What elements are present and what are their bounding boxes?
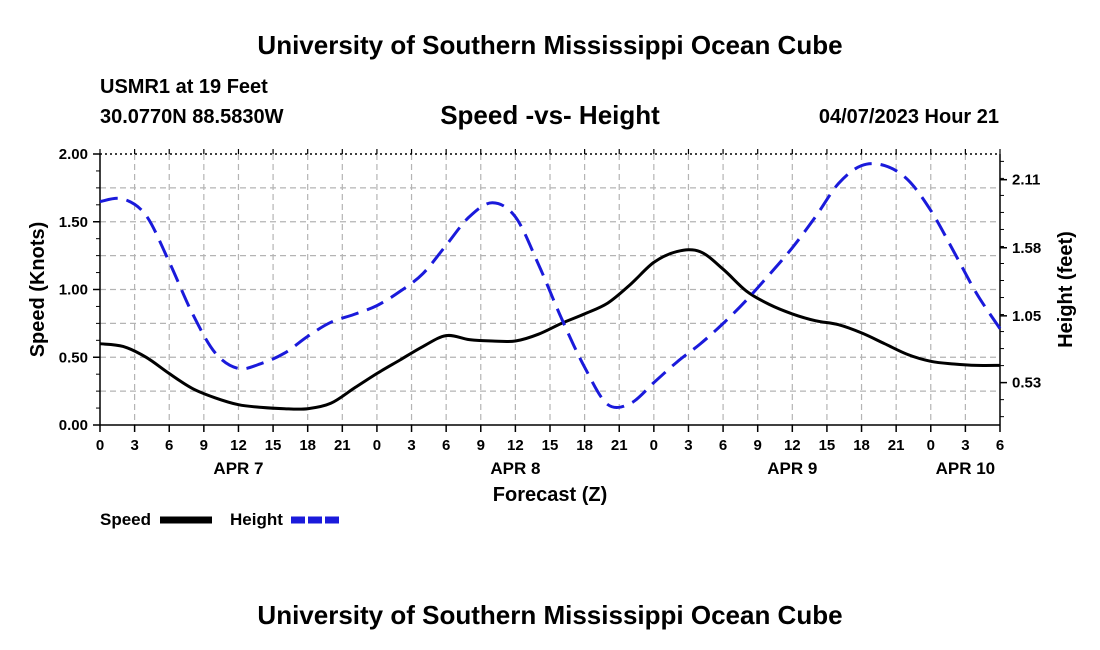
day-label: APR 10 — [936, 459, 996, 478]
x-tick-label: 9 — [200, 437, 208, 454]
x-tick-label: 6 — [165, 437, 173, 454]
y2-tick-label: 2.11 — [1012, 172, 1040, 189]
x-tick-label: 18 — [299, 437, 316, 454]
main-title: University of Southern Mississippi Ocean… — [257, 30, 843, 60]
x-tick-label: 9 — [754, 437, 762, 454]
y-tick-label: 0.50 — [59, 349, 88, 366]
x-tick-label: 0 — [650, 437, 658, 454]
x-tick-label: 15 — [265, 437, 282, 454]
x-tick-label: 21 — [888, 437, 905, 454]
x-tick-label: 0 — [927, 437, 935, 454]
y-axis-title: Speed (Knots) — [27, 222, 49, 358]
chart-subtitle: Speed -vs- Height — [440, 100, 660, 130]
x-tick-label: 12 — [784, 437, 801, 454]
x-tick-label: 15 — [819, 437, 836, 454]
x-tick-label: 6 — [996, 437, 1004, 454]
x-tick-label: 18 — [576, 437, 593, 454]
legend-label-speed: Speed — [100, 510, 151, 529]
y-tick-label: 0.00 — [59, 417, 88, 434]
x-tick-label: 6 — [442, 437, 450, 454]
y2-tick-label: 1.05 — [1012, 308, 1041, 325]
x-tick-label: 3 — [961, 437, 969, 454]
y2-tick-label: 1.58 — [1012, 240, 1041, 257]
x-tick-label: 21 — [611, 437, 628, 454]
x-tick-label: 12 — [230, 437, 247, 454]
x-tick-label: 6 — [719, 437, 727, 454]
footer-title: University of Southern Mississippi Ocean… — [257, 600, 843, 630]
x-tick-label: 9 — [477, 437, 485, 454]
run-time: 04/07/2023 Hour 21 — [818, 106, 999, 128]
x-tick-label: 0 — [96, 437, 104, 454]
x-tick-label: 3 — [407, 437, 415, 454]
series-line-speed — [99, 248, 1001, 411]
day-label: APR 9 — [767, 459, 817, 478]
legend-label-height: Height — [230, 510, 283, 529]
y-tick-label: 1.50 — [59, 214, 88, 231]
station-name: USMR1 at 19 Feet — [100, 76, 268, 98]
y-tick-label: 1.00 — [59, 282, 88, 299]
day-label: APR 8 — [490, 459, 540, 478]
y2-axis-title: Height (feet) — [1055, 231, 1077, 348]
x-tick-label: 15 — [542, 437, 559, 454]
x-tick-label: 18 — [853, 437, 870, 454]
day-label: APR 7 — [213, 459, 263, 478]
y-tick-label: 2.00 — [59, 146, 88, 163]
x-tick-label: 3 — [130, 437, 138, 454]
x-tick-label: 21 — [334, 437, 351, 454]
x-tick-label: 12 — [507, 437, 524, 454]
y2-tick-label: 0.53 — [1012, 375, 1041, 392]
station-coordinates: 30.0770N 88.5830W — [100, 106, 284, 128]
x-tick-label: 3 — [684, 437, 692, 454]
x-axis-title: Forecast (Z) — [493, 484, 607, 506]
series-line-height — [99, 162, 1002, 410]
x-tick-label: 0 — [373, 437, 381, 454]
